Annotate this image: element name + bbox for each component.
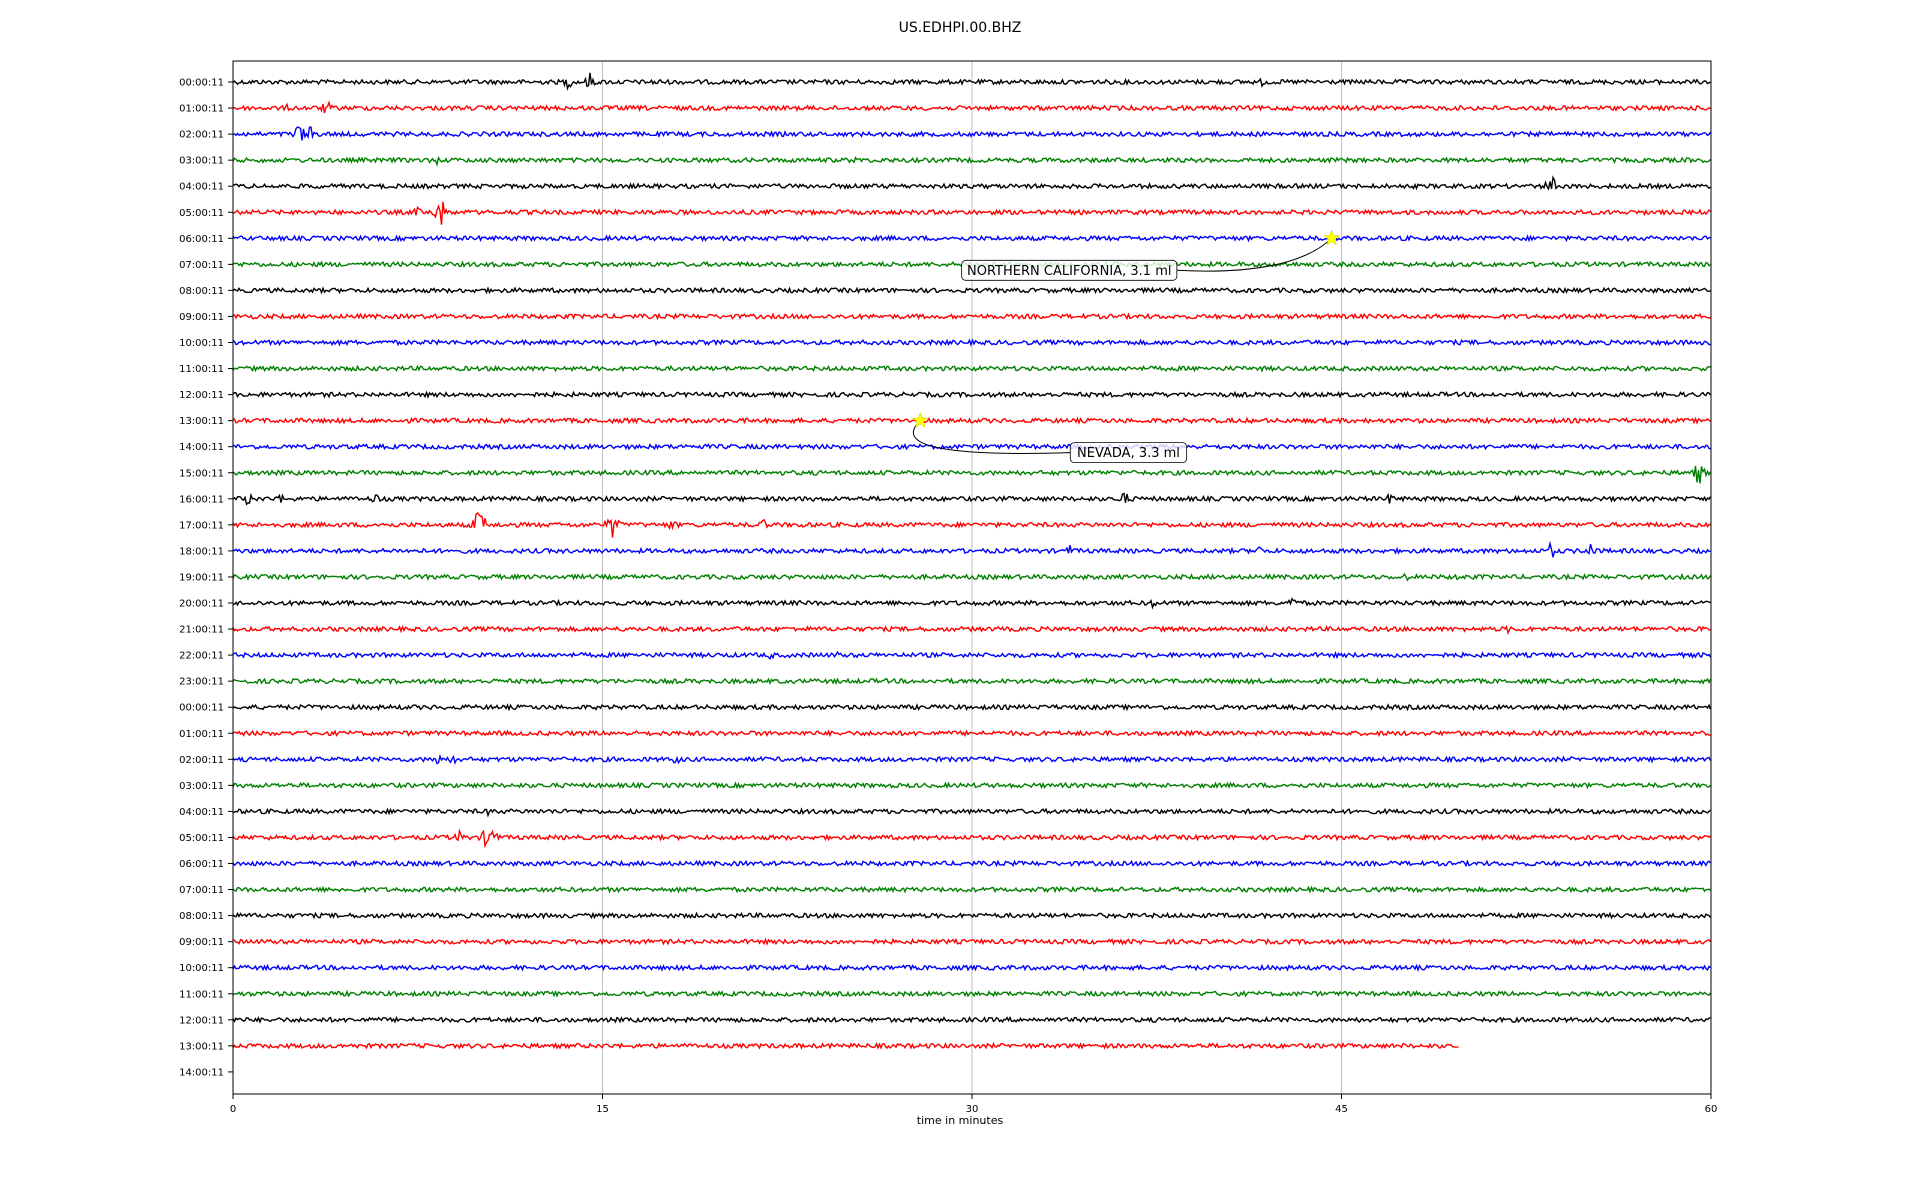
- row-time-label: 07:00:11: [179, 885, 224, 896]
- x-tick-label: 0: [230, 1104, 236, 1115]
- row-time-label: 04:00:11: [179, 182, 224, 193]
- row-time-label: 13:00:11: [179, 1041, 224, 1052]
- row-time-label: 08:00:11: [179, 911, 224, 922]
- seismic-trace: [232, 416, 1711, 425]
- row-time-labels: 00:00:11 01:00:11 02:00:11 03:00:11 04:00:11…: [179, 78, 233, 1078]
- seismic-trace: [232, 650, 1712, 661]
- row-time-label: 03:00:11: [179, 781, 224, 792]
- event-star-icon: [912, 412, 929, 428]
- seismic-trace: [232, 175, 1711, 191]
- row-time-label: 03:00:11: [179, 156, 224, 167]
- row-time-label: 17:00:11: [179, 520, 224, 531]
- row-time-label: 06:00:11: [179, 234, 224, 245]
- row-time-label: 12:00:11: [179, 390, 224, 401]
- seismic-trace: [232, 155, 1712, 167]
- x-axis-label: time in minutes: [916, 1114, 1004, 1127]
- event-label-box: [961, 259, 1178, 281]
- row-time-label: 13:00:11: [179, 416, 224, 427]
- seismic-trace: [232, 338, 1711, 347]
- row-time-label: 07:00:11: [179, 260, 224, 271]
- row-time-label: 11:00:11: [179, 989, 224, 1000]
- x-tick-label: 45: [1335, 1104, 1348, 1115]
- row-time-label: 05:00:11: [179, 208, 224, 219]
- row-time-label: 00:00:11: [179, 78, 224, 89]
- seismic-trace: [232, 597, 1711, 610]
- row-time-label: 04:00:11: [179, 807, 224, 818]
- seismic-trace: [232, 442, 1711, 451]
- row-time-label: 06:00:11: [179, 859, 224, 870]
- seismic-traces: [232, 72, 1712, 1050]
- row-time-label: 08:00:11: [179, 286, 224, 297]
- seismic-trace: [232, 100, 1711, 114]
- row-time-label: 11:00:11: [179, 364, 224, 375]
- row-time-label: 00:00:11: [179, 703, 224, 714]
- x-axis-ticks: 0 15 30 45 60: [230, 1094, 1718, 1115]
- seismic-trace: [232, 963, 1711, 973]
- event-annotations: NORTHERN CALIFORNIA, 3.1 ml NEVADA, 3.3 m…: [912, 229, 1340, 464]
- row-time-label: 10:00:11: [179, 338, 224, 349]
- x-tick-label: 60: [1705, 1104, 1718, 1115]
- seismic-trace: [232, 234, 1711, 243]
- event-connector: [912, 420, 1071, 454]
- seismic-trace: [232, 989, 1712, 998]
- seismic-trace: [232, 572, 1712, 582]
- event-label-box: [1069, 442, 1188, 464]
- row-time-label: 14:00:11: [179, 442, 224, 453]
- seismic-trace: [232, 624, 1711, 636]
- seismic-trace: [232, 512, 1711, 538]
- row-time-label: 02:00:11: [179, 130, 224, 141]
- row-time-label: 21:00:11: [179, 625, 224, 636]
- seismic-trace: [232, 312, 1711, 321]
- seismic-trace: [232, 729, 1711, 738]
- seismic-trace: [232, 753, 1712, 765]
- row-time-label: 10:00:11: [179, 963, 224, 974]
- seismic-trace: [232, 807, 1711, 818]
- row-time-label: 05:00:11: [179, 833, 224, 844]
- row-time-label: 01:00:11: [179, 104, 224, 115]
- seismic-trace: [232, 465, 1712, 484]
- seismic-trace: [232, 1041, 1459, 1050]
- row-time-label: 16:00:11: [179, 494, 224, 505]
- seismic-trace: [232, 885, 1711, 894]
- seismic-trace: [232, 781, 1712, 790]
- row-time-label: 14:00:11: [179, 1067, 224, 1078]
- event-label: NORTHERN CALIFORNIA, 3.1 ml: [967, 264, 1171, 279]
- seismic-trace: [232, 286, 1711, 295]
- row-time-label: 22:00:11: [179, 651, 224, 662]
- seismic-trace: [232, 390, 1712, 399]
- seismic-trace: [232, 540, 1711, 558]
- row-time-label: 19:00:11: [179, 572, 224, 583]
- seismic-trace: [232, 72, 1711, 91]
- row-time-label: 18:00:11: [179, 546, 224, 557]
- seismic-trace: [232, 1015, 1711, 1024]
- plot-frame: [232, 60, 1712, 1095]
- row-time-label: 23:00:11: [179, 677, 224, 688]
- seismic-trace: [232, 703, 1712, 712]
- seismic-trace: [232, 201, 1711, 225]
- event-connector: [1176, 237, 1332, 272]
- x-tick-label: 30: [966, 1104, 979, 1115]
- row-time-label: 09:00:11: [179, 312, 224, 323]
- seismic-trace: [232, 911, 1712, 920]
- row-time-label: 12:00:11: [179, 1015, 224, 1026]
- seismic-trace: [232, 677, 1712, 686]
- seismic-trace: [232, 859, 1712, 868]
- seismic-trace: [232, 364, 1711, 373]
- x-tick-label: 15: [596, 1104, 609, 1115]
- seismic-trace: [232, 126, 1712, 141]
- row-time-label: 15:00:11: [179, 468, 224, 479]
- seismic-trace: [232, 828, 1711, 849]
- seismic-trace: [232, 937, 1712, 946]
- chart-title: US.EDHPI.00.BHZ: [898, 20, 1022, 36]
- row-time-label: 02:00:11: [179, 755, 224, 766]
- seismic-trace: [232, 492, 1712, 506]
- row-time-label: 09:00:11: [179, 937, 224, 948]
- row-time-label: 01:00:11: [179, 729, 224, 740]
- event-label: NEVADA, 3.3 ml: [1077, 446, 1180, 461]
- event-star-icon: [1323, 229, 1340, 246]
- row-time-label: 20:00:11: [179, 599, 224, 610]
